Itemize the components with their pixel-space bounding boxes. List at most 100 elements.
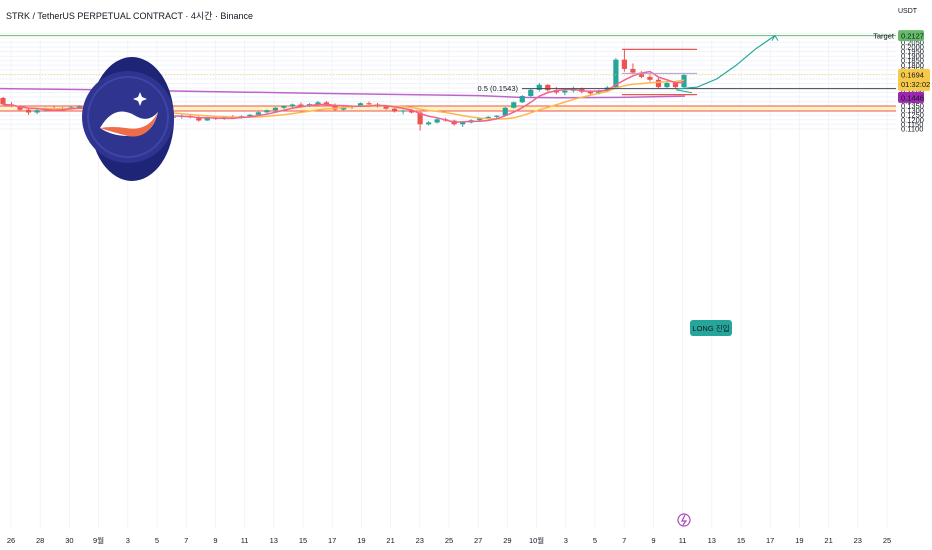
target-label: Target <box>873 32 895 41</box>
candle-body <box>0 97 6 105</box>
price-axis-label: 0.1300 <box>901 106 924 115</box>
time-axis-label: 26 <box>7 536 15 545</box>
annotation-pointer <box>675 89 693 94</box>
price-axis-label: 0.1900 <box>901 52 924 61</box>
time-axis-label: 11 <box>241 536 249 545</box>
candle-body <box>332 105 338 110</box>
time-axis-label: 25 <box>445 536 453 545</box>
candle-body <box>613 59 619 88</box>
candle-body <box>68 107 74 109</box>
price-axis-label: 0.1950 <box>901 47 924 56</box>
candle-body <box>196 117 202 121</box>
candle-body <box>655 79 662 88</box>
time-axis-label: 19 <box>357 536 365 545</box>
candle-body <box>340 107 347 110</box>
candle-body <box>204 117 210 121</box>
time-axis-label: 23 <box>854 536 862 545</box>
candle-body <box>255 112 261 115</box>
candle-body <box>77 106 83 108</box>
candle-body <box>272 107 278 111</box>
candle-body <box>434 119 440 123</box>
logo-star-icon <box>133 92 147 106</box>
ma-long-price-text: 0.1446 <box>901 93 924 102</box>
candle-body <box>17 105 23 110</box>
candle-body <box>400 110 406 112</box>
lightning-icon-bolt <box>681 514 688 526</box>
time-axis-label: 21 <box>824 536 832 545</box>
time-axis-label: 5 <box>593 536 597 545</box>
candle-body <box>281 106 287 108</box>
candle-body <box>264 110 270 113</box>
candle-body <box>426 122 432 125</box>
time-axis-label: 3 <box>564 536 568 545</box>
candle-body <box>383 106 389 109</box>
time-axis-label: 17 <box>766 536 774 545</box>
time-axis-bg <box>0 530 896 550</box>
current-price-text: 0.1694 <box>901 70 924 79</box>
price-axis-label: 0.1250 <box>901 111 924 120</box>
price-axis-label: 0.1800 <box>901 61 924 70</box>
candle-body <box>596 90 602 94</box>
time-axis-label: 29 <box>503 536 511 545</box>
projection-path <box>677 35 776 90</box>
candle-body <box>247 114 253 117</box>
candle-body <box>460 122 466 125</box>
candle-body <box>477 118 483 121</box>
time-axis-label: 3 <box>126 536 130 545</box>
candle-body <box>289 104 296 107</box>
candle-body <box>366 103 372 105</box>
price-axis-label: 0.1850 <box>901 56 924 65</box>
lightning-icon <box>677 513 691 527</box>
projection-arrow <box>771 34 779 41</box>
time-axis-label: 9월 <box>93 535 104 545</box>
time-axis-label: 15 <box>299 536 307 545</box>
symbol-title[interactable]: STRK / TetherUS PERPETUAL CONTRACT · 4시간… <box>6 11 253 21</box>
candle-body <box>528 89 534 96</box>
long-annotation-box <box>690 320 732 336</box>
countdown-text: 01:32:02 <box>901 80 930 89</box>
time-axis-label: 13 <box>270 536 278 545</box>
candle-body <box>298 104 304 106</box>
candle-body <box>485 116 491 119</box>
candle-body <box>664 82 670 88</box>
candle-body <box>562 90 568 93</box>
time-axis-label: 10월 <box>529 535 544 545</box>
candle-body <box>545 84 551 91</box>
current-price-tag <box>898 68 930 91</box>
long-annotation-text: LONG 진입 <box>692 323 729 333</box>
candle-body <box>494 115 500 117</box>
time-axis-label: 11 <box>679 536 687 545</box>
time-axis-label: 9 <box>213 536 217 545</box>
candle-body <box>391 108 398 112</box>
time-axis-label: 7 <box>622 536 626 545</box>
time-axis-label: 30 <box>65 536 73 545</box>
candle-body <box>34 110 40 113</box>
price-axis-bg <box>896 0 932 550</box>
time-axis-label: 7 <box>184 536 188 545</box>
candle-body <box>502 107 508 116</box>
time-axis-label: 5 <box>155 536 159 545</box>
candle-body <box>315 102 321 105</box>
currency-unit: USDT <box>898 8 918 15</box>
time-axis-label: 28 <box>36 536 44 545</box>
time-axis-label: 25 <box>883 536 891 545</box>
candle-body <box>519 95 525 103</box>
candle-body <box>511 102 517 108</box>
target-price-text: 0.2127 <box>901 32 924 41</box>
candle-body <box>357 103 364 107</box>
time-axis-label: 15 <box>737 536 745 545</box>
logo-ring <box>87 76 169 158</box>
candle-body <box>621 59 628 69</box>
price-axis-label: 0.1150 <box>901 120 923 129</box>
candle-body <box>630 68 636 73</box>
price-axis-label: 0.1100 <box>901 124 923 133</box>
candle-body <box>536 84 542 90</box>
candle-body <box>647 76 653 80</box>
price-axis-label: 0.2050 <box>901 38 924 47</box>
time-axis-label: 19 <box>795 536 803 545</box>
ma-long-price-tag <box>898 91 924 103</box>
time-axis-label: 17 <box>328 536 336 545</box>
candle-body <box>587 91 593 94</box>
